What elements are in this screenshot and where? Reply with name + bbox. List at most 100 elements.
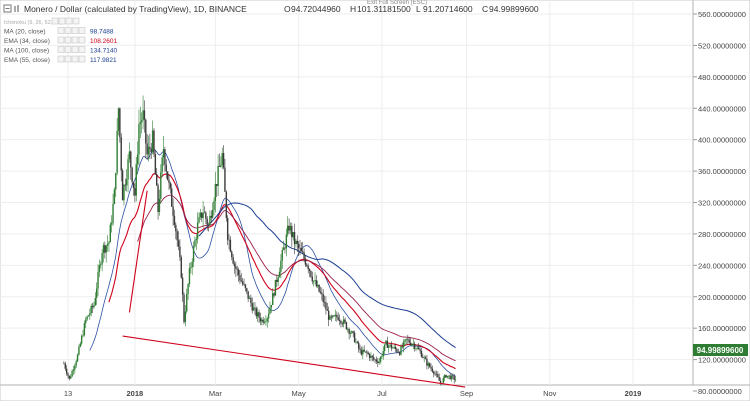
candle-body — [334, 314, 337, 316]
symbol-title: Monero / Dollar (calculated by TradingVi… — [24, 4, 247, 14]
candle-body — [194, 240, 196, 247]
collapse-icon[interactable] — [3, 4, 12, 13]
indicator-name: Ichimoku (9, 26, 52, 26) — [4, 20, 62, 26]
candle-body — [98, 265, 101, 273]
candle-body — [130, 151, 132, 168]
candle-body — [255, 308, 258, 317]
candle-body — [121, 170, 124, 201]
candle-body — [232, 257, 234, 264]
indicator-legend-row[interactable]: MA (20, close) 98.7488 — [4, 27, 114, 36]
candle-body — [266, 318, 268, 322]
candle-body — [431, 368, 434, 372]
close-icon[interactable] — [78, 46, 86, 53]
close-icon[interactable] — [78, 36, 86, 44]
eye-icon[interactable] — [64, 36, 72, 44]
expand-icon[interactable] — [57, 36, 65, 44]
ohlc-value: 94.72044960 — [291, 4, 341, 14]
eye-icon[interactable] — [64, 27, 72, 34]
indicator-legend-row[interactable]: MA (100, close) 134.7140 — [4, 46, 117, 55]
indicator-value: 134.7140 — [90, 48, 117, 55]
candle-body — [270, 305, 273, 308]
candlestick-series[interactable] — [63, 95, 457, 386]
indicator-value: 108.2601 — [90, 38, 117, 45]
settings-icon[interactable] — [71, 55, 79, 63]
candle-body — [68, 375, 71, 379]
candle-body — [366, 351, 368, 353]
expand-icon[interactable] — [57, 55, 65, 63]
candle-body — [93, 305, 95, 308]
candle-body — [166, 171, 169, 180]
time-tick-label: Nov — [543, 389, 557, 398]
trendline-layer[interactable] — [122, 190, 466, 388]
candle-body — [446, 375, 449, 378]
indicator-legend-row[interactable]: EMA (34, close) 108.2601 — [4, 36, 117, 45]
candle-body — [445, 375, 447, 378]
indicator-legend-row[interactable]: Ichimoku (9, 26, 52, 26) — [4, 17, 80, 26]
candle-body — [317, 284, 319, 287]
candle-body — [378, 361, 380, 364]
candle-body — [273, 293, 275, 296]
indicator-legend-row[interactable]: EMA (55, close) 117.9821 — [4, 55, 117, 64]
candle-body — [168, 179, 170, 183]
candle-body — [72, 369, 75, 372]
candle-body — [186, 294, 188, 312]
settings-icon[interactable] — [71, 27, 79, 34]
close-icon[interactable] — [78, 55, 86, 63]
candle-body — [292, 232, 294, 238]
candle-body — [341, 323, 344, 325]
candle-body — [192, 246, 195, 262]
candle-body — [357, 342, 360, 349]
candle-body — [256, 312, 259, 317]
candle-body — [337, 317, 339, 320]
candle-body — [207, 224, 210, 226]
candle-body — [368, 354, 371, 358]
candle-body — [79, 343, 81, 347]
time-axis[interactable]: 13 2018 Mar May Jul Sep Nov 2019 — [64, 389, 642, 398]
settings-icon[interactable] — [65, 17, 73, 25]
chart-header: Monero / Dollar (calculated by TradingVi… — [3, 0, 539, 14]
candle-body — [284, 247, 286, 249]
candle-body — [418, 347, 420, 350]
candle-body — [452, 375, 454, 377]
trendline — [122, 335, 466, 388]
close-icon[interactable] — [78, 27, 86, 34]
candle-body — [291, 226, 293, 238]
indicator-legend: Ichimoku (9, 26, 52, 26) MA (20, close) 98… — [4, 17, 117, 64]
price-axis[interactable]: 80.00000000 120.00000000 160.00000000 200.0… — [693, 10, 746, 396]
expand-icon[interactable] — [57, 46, 65, 53]
candle-body — [165, 164, 167, 172]
expand-icon[interactable] — [51, 17, 59, 25]
price-tick-label: 480.00000000 — [698, 73, 746, 82]
candle-body — [89, 313, 91, 316]
candle-body — [403, 341, 405, 348]
close-icon[interactable] — [72, 17, 80, 25]
expand-icon[interactable] — [57, 27, 65, 34]
candle-body — [158, 198, 161, 212]
candle-body — [243, 284, 245, 285]
candle-body — [308, 269, 311, 272]
candle-body — [435, 373, 438, 375]
candle-body — [415, 348, 417, 350]
candle-body — [173, 215, 176, 225]
candle-body — [333, 315, 335, 317]
candle-body — [119, 108, 121, 138]
candle-body — [314, 280, 316, 281]
candle-body — [221, 153, 223, 165]
candle-body — [362, 349, 364, 355]
settings-icon[interactable] — [71, 36, 79, 44]
candle-body — [113, 189, 116, 205]
settings-icon[interactable] — [71, 46, 79, 53]
chart-type-icon[interactable] — [14, 5, 19, 12]
eye-icon[interactable] — [58, 17, 66, 25]
eye-icon[interactable] — [64, 46, 72, 53]
eye-icon[interactable] — [64, 55, 72, 63]
candle-body — [322, 294, 324, 303]
price-tick-label: 80.00000000 — [698, 387, 742, 396]
candle-body — [71, 371, 73, 377]
candle-body — [312, 280, 315, 282]
candle-body — [191, 261, 193, 268]
candle-body — [190, 267, 192, 269]
candle-body — [300, 248, 303, 252]
candle-body — [112, 204, 114, 224]
